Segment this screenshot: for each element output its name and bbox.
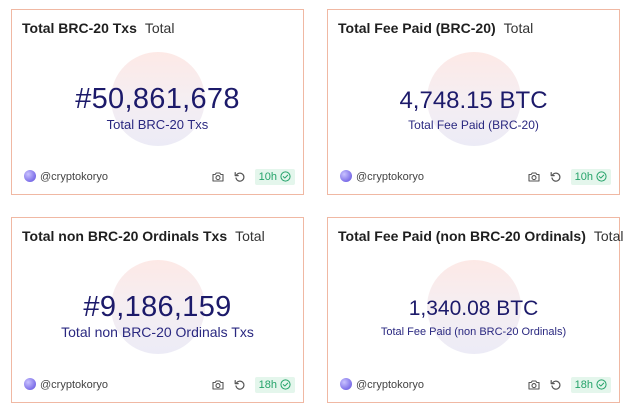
card-subtitle: Total [503,20,534,36]
check-circle-icon [596,379,607,390]
counter-label: Total BRC-20 Txs [106,117,209,132]
counter-value: 4,748.15 BTC [399,87,548,114]
counter-label: Total Fee Paid (non BRC-20 Ordinals) [380,326,567,338]
card-title: Total non BRC-20 Ordinals Txs [22,228,228,244]
card-footer: @cryptokoryo 18h [340,376,611,394]
watermark-logo [110,260,205,354]
avatar [340,170,352,182]
counter-label: Total Fee Paid (BRC-20) [408,118,539,132]
avatar [24,170,36,182]
age-text: 10h [258,170,277,183]
watermark-logo [426,260,521,354]
author-link[interactable]: @cryptokoryo [24,169,108,185]
card-footer: @cryptokoryo 18h [24,376,295,394]
card-subtitle: Total [144,20,175,36]
counter-value: 1,340.08 BTC [408,297,539,320]
author-name: @cryptokoryo [356,379,425,391]
freshness-badge[interactable]: 18h [570,376,611,393]
card-header: Total BRC-20 Txs Total [22,19,295,37]
card-title: Total Fee Paid (non BRC-20 Ordinals) [338,228,586,244]
refresh-icon[interactable] [233,170,247,184]
counter-value: #9,186,159 [83,291,232,323]
refresh-icon[interactable] [549,170,563,184]
age-text: 18h [258,378,277,391]
freshness-badge[interactable]: 10h [254,168,295,185]
freshness-badge[interactable]: 10h [570,168,611,185]
author-name: @cryptokoryo [40,171,109,183]
counter-card-brc20-txs: Total BRC-20 Txs Total #50,861,678 Total … [11,9,304,195]
card-header: Total Fee Paid (non BRC-20 Ordinals) Tota… [338,227,623,245]
card-tools: 18h [211,376,295,394]
card-tools: 18h [527,376,611,394]
card-header: Total Fee Paid (BRC-20) Total [338,19,611,37]
author-name: @cryptokoryo [40,379,109,391]
counter-card-ordinals-fee: Total Fee Paid (non BRC-20 Ordinals) Tota… [327,217,623,403]
counter-card-brc20-fee: Total Fee Paid (BRC-20) Total 4,748.15 BT… [327,9,620,195]
watermark-logo [110,52,205,146]
card-header: Total non BRC-20 Ordinals Txs Total [22,227,295,245]
check-circle-icon [280,171,291,182]
card-title: Total Fee Paid (BRC-20) [338,20,496,36]
check-circle-icon [596,171,607,182]
camera-icon[interactable] [211,170,225,184]
author-link[interactable]: @cryptokoryo [340,169,424,185]
card-tools: 10h [527,168,611,186]
camera-icon[interactable] [527,170,541,184]
card-subtitle: Total [235,228,265,244]
card-title: Total BRC-20 Txs [22,20,137,36]
card-footer: @cryptokoryo 10h [340,168,611,186]
refresh-icon[interactable] [233,378,247,392]
card-tools: 10h [211,168,295,186]
age-text: 18h [574,378,593,391]
age-text: 10h [574,170,593,183]
author-link[interactable]: @cryptokoryo [340,377,424,393]
card-subtitle: Total [593,228,624,244]
avatar [340,378,352,390]
refresh-icon[interactable] [549,378,563,392]
counter-label: Total non BRC-20 Ordinals Txs [61,324,254,340]
freshness-badge[interactable]: 18h [254,376,295,393]
check-circle-icon [280,379,291,390]
author-name: @cryptokoryo [356,171,425,183]
counter-value: #50,861,678 [75,83,240,115]
avatar [24,378,36,390]
watermark-logo [426,52,521,146]
author-link[interactable]: @cryptokoryo [24,377,108,393]
counter-card-ordinals-txs: Total non BRC-20 Ordinals Txs Total #9,18… [11,217,304,403]
camera-icon[interactable] [527,378,541,392]
card-footer: @cryptokoryo 10h [24,168,295,186]
camera-icon[interactable] [211,378,225,392]
